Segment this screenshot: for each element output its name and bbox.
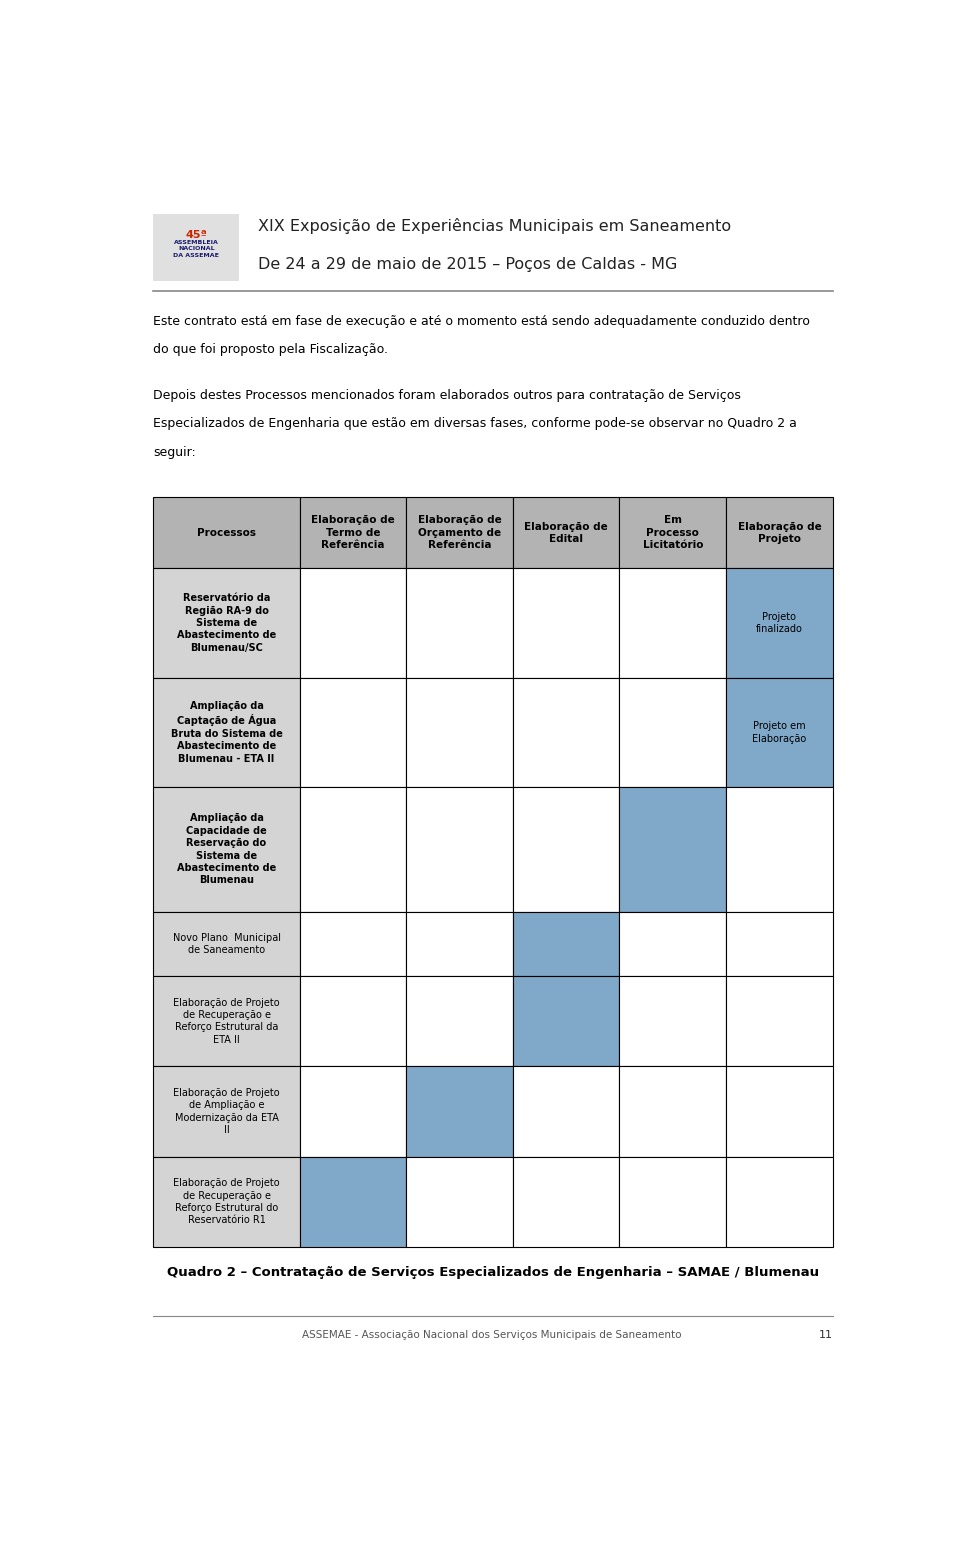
Bar: [619, 677, 726, 787]
Text: ASSEMBLEIA
NACIONAL
DA ASSEMAE: ASSEMBLEIA NACIONAL DA ASSEMAE: [174, 241, 219, 258]
Text: Elaboração de
Projeto: Elaboração de Projeto: [737, 522, 822, 545]
Text: Em
Processo
Licitatório: Em Processo Licitatório: [642, 515, 703, 551]
Text: Ampliação da
Capacidade de
Reservação do
Sistema de
Abastecimento de
Blumenau: Ampliação da Capacidade de Reservação do…: [177, 813, 276, 886]
Bar: [154, 787, 300, 912]
Text: Elaboração de
Termo de
Referência: Elaboração de Termo de Referência: [311, 515, 395, 551]
Text: Este contrato está em fase de execução e até o momento está sendo adequadamente : Este contrato está em fase de execução e…: [154, 315, 810, 327]
Bar: [300, 1066, 406, 1157]
Bar: [726, 977, 832, 1066]
Bar: [726, 677, 832, 787]
Text: Depois destes Processos mencionados foram elaborados outros para contratação de : Depois destes Processos mencionados fora…: [154, 389, 741, 401]
Bar: [154, 497, 300, 568]
Text: Processos: Processos: [197, 528, 256, 539]
Bar: [619, 497, 726, 568]
Bar: [513, 1066, 619, 1157]
Bar: [726, 497, 832, 568]
Bar: [619, 568, 726, 677]
Text: 11: 11: [819, 1330, 832, 1341]
Bar: [726, 787, 832, 912]
Bar: [154, 977, 300, 1066]
Bar: [513, 677, 619, 787]
Text: 45ª: 45ª: [185, 230, 207, 241]
Bar: [154, 1157, 300, 1247]
Bar: [513, 1157, 619, 1247]
Text: Elaboração de Projeto
de Recuperação e
Reforço Estrutural da
ETA II: Elaboração de Projeto de Recuperação e R…: [173, 997, 279, 1045]
Text: Projeto em
Elaboração: Projeto em Elaboração: [753, 721, 806, 744]
Bar: [619, 977, 726, 1066]
Bar: [513, 787, 619, 912]
Text: Especializados de Engenharia que estão em diversas fases, conforme pode-se obser: Especializados de Engenharia que estão e…: [154, 417, 798, 430]
Bar: [619, 912, 726, 977]
Bar: [154, 568, 300, 677]
Bar: [726, 912, 832, 977]
Text: Projeto
finalizado: Projeto finalizado: [756, 613, 803, 634]
Bar: [406, 912, 513, 977]
Bar: [619, 1066, 726, 1157]
Text: Ampliação da
Captação de Água
Bruta do Sistema de
Abastecimento de
Blumenau - ET: Ampliação da Captação de Água Bruta do S…: [171, 702, 282, 764]
Bar: [513, 912, 619, 977]
Text: XIX Exposição de Experiências Municipais em Saneamento: XIX Exposição de Experiências Municipais…: [257, 218, 731, 235]
Bar: [154, 912, 300, 977]
Bar: [513, 977, 619, 1066]
Bar: [513, 568, 619, 677]
Text: do que foi proposto pela Fiscalização.: do que foi proposto pela Fiscalização.: [154, 343, 389, 356]
Bar: [406, 1157, 513, 1247]
Bar: [300, 787, 406, 912]
Text: Elaboração de Projeto
de Ampliação e
Modernização da ETA
II: Elaboração de Projeto de Ampliação e Mod…: [173, 1088, 279, 1136]
Text: Novo Plano  Municipal
de Saneamento: Novo Plano Municipal de Saneamento: [173, 932, 280, 955]
Bar: [406, 677, 513, 787]
Bar: [513, 497, 619, 568]
Bar: [619, 787, 726, 912]
Bar: [406, 977, 513, 1066]
Text: ASSEMAE - Associação Nacional dos Serviços Municipais de Saneamento: ASSEMAE - Associação Nacional dos Serviç…: [302, 1330, 682, 1341]
Bar: [726, 1066, 832, 1157]
Text: Quadro 2 – Contratação de Serviços Especializados de Engenharia – SAMAE / Blumen: Quadro 2 – Contratação de Serviços Espec…: [167, 1265, 819, 1279]
Bar: [154, 1066, 300, 1157]
Bar: [300, 677, 406, 787]
Bar: [300, 912, 406, 977]
Bar: [406, 568, 513, 677]
Text: De 24 a 29 de maio de 2015 – Poços de Caldas - MG: De 24 a 29 de maio de 2015 – Poços de Ca…: [257, 256, 677, 272]
Text: Elaboração de
Orçamento de
Referência: Elaboração de Orçamento de Referência: [418, 515, 501, 551]
Bar: [406, 1066, 513, 1157]
Bar: [300, 497, 406, 568]
Bar: [300, 1157, 406, 1247]
Bar: [300, 568, 406, 677]
Bar: [154, 213, 239, 281]
Bar: [406, 497, 513, 568]
Bar: [619, 1157, 726, 1247]
Bar: [154, 677, 300, 787]
Bar: [726, 1157, 832, 1247]
Text: Elaboração de Projeto
de Recuperação e
Reforço Estrutural do
Reservatório R1: Elaboração de Projeto de Recuperação e R…: [173, 1179, 279, 1225]
Text: Reservatório da
Região RA-9 do
Sistema de
Abastecimento de
Blumenau/SC: Reservatório da Região RA-9 do Sistema d…: [177, 594, 276, 653]
Text: Elaboração de
Edital: Elaboração de Edital: [524, 522, 608, 545]
Bar: [406, 787, 513, 912]
Bar: [726, 568, 832, 677]
Text: seguir:: seguir:: [154, 446, 196, 458]
Bar: [300, 977, 406, 1066]
